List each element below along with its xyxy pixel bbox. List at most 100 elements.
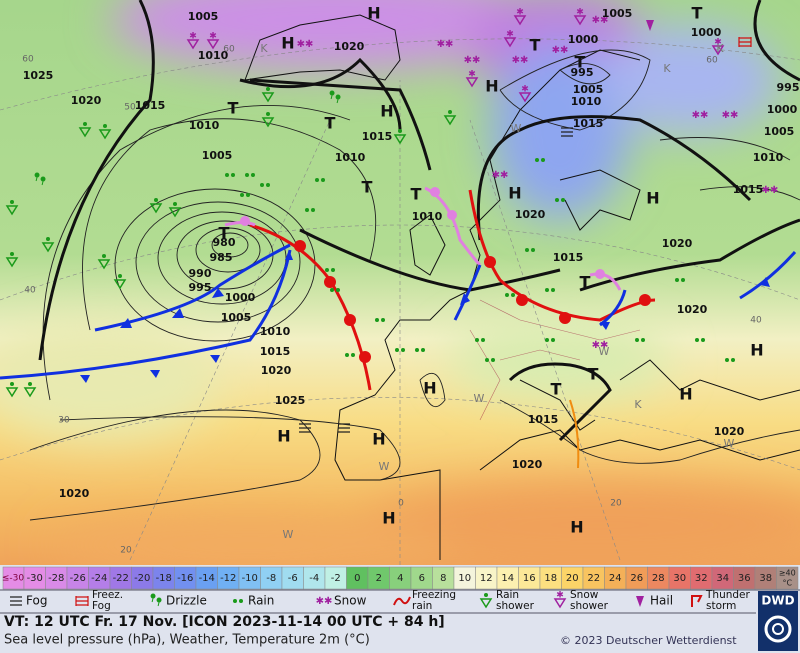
isobar-label: 1015 (528, 413, 559, 426)
rain-shower-icon (97, 259, 111, 270)
pressure-center: H (508, 184, 521, 203)
isobar-label: 1020 (71, 94, 102, 107)
rain-icon (225, 173, 229, 177)
isobar-label: 1020 (261, 364, 292, 377)
scale-label: 22 (587, 573, 600, 584)
rain-icon (401, 348, 405, 352)
isobar-label: 1005 (188, 10, 219, 23)
isobar-label: 1020 (515, 208, 546, 221)
snow-shower-icon (553, 598, 567, 609)
scale-unit: °C (782, 579, 792, 588)
scale-label: 6 (419, 573, 425, 584)
rain-icon (525, 248, 529, 252)
rain-shower-icon (28, 382, 32, 386)
pressure-center: T (530, 36, 541, 55)
rain-icon (551, 288, 555, 292)
rain-icon (311, 208, 315, 212)
isobar-label: 1010 (571, 95, 602, 108)
drizzle-icon (329, 90, 341, 104)
isobar-label: 1025 (23, 69, 54, 82)
rain-icon (535, 158, 539, 162)
legend-panel: VT: 12 UTC Fr. 17 Nov. [ICON 2023-11-14 … (0, 565, 800, 653)
logo-swirl (772, 623, 784, 635)
rain-icon (325, 268, 329, 272)
front-symbols (80, 187, 770, 383)
rain-icon (240, 193, 244, 197)
graticule-label: 0 (398, 499, 404, 509)
air-mass-label: K (260, 42, 268, 55)
isobar-label: 1010 (260, 325, 291, 338)
graticule-label: 50 (124, 103, 136, 113)
rain-shower-icon (479, 598, 493, 609)
snow-shower-icon (186, 39, 200, 50)
isobar-label: 985 (210, 251, 233, 264)
isobar-label: 1020 (334, 40, 365, 53)
rain-icon (635, 338, 639, 342)
graticule-label: 40 (750, 316, 762, 326)
graticule-label: 20 (610, 499, 622, 509)
snow-icon: ✱✱ (592, 340, 609, 351)
scale-label: 36 (738, 573, 751, 584)
isobar-label: 1020 (512, 458, 543, 471)
rain-icon (675, 278, 679, 282)
snow-icon: ✱✱ (762, 185, 779, 196)
isobar-label: 1000 (225, 291, 256, 304)
scale-label: -18 (156, 573, 172, 584)
hail-icon (636, 596, 644, 607)
rain-icon (541, 158, 545, 162)
snow-shower-icon (465, 77, 479, 88)
scale-label: 28 (652, 573, 665, 584)
scale-label: -22 (113, 573, 129, 584)
rain-icon (345, 353, 349, 357)
scale-label: -10 (242, 573, 258, 584)
air-mass-label: K (634, 398, 642, 411)
pressure-center: T (411, 185, 422, 204)
pressure-center: H (485, 77, 498, 96)
symbol-label: shower (496, 600, 535, 612)
rain-icon (511, 293, 515, 297)
weather-symbols: ✱✱ ✱✱✱✱ ✱✱✱✱✱✱✱✱ ✱✱✱✱✱✱✱✱✱ ✱ ✱✱✱✱ ✱✱ (5, 8, 779, 433)
air-mass-label: W (599, 345, 610, 358)
rain-shower-icon (83, 122, 87, 126)
pressure-center: T (228, 99, 239, 118)
rain-icon (330, 288, 334, 292)
isobar-label: 1005 (764, 125, 795, 138)
scale-label: 34 (716, 573, 729, 584)
rain-shower-icon (149, 203, 163, 214)
snow-shower-icon: ✱ (506, 30, 514, 40)
pressure-center: H (570, 518, 583, 537)
symbol-label: Thunder (705, 589, 751, 601)
scale-label: -20 (134, 573, 150, 584)
isobar-label: 1000 (691, 26, 722, 39)
pressure-center: T (580, 273, 591, 292)
symbol-label: Fog (92, 600, 111, 612)
symbol-label: storm (706, 600, 736, 612)
symbol-label: Hail (650, 594, 673, 608)
isobar-label: 1015 (573, 117, 604, 130)
isobar-label: 1000 (568, 33, 599, 46)
isobar-label: 980 (213, 236, 236, 249)
rain-shower-icon (98, 129, 112, 140)
borders (469, 299, 641, 421)
rain-shower-icon (484, 593, 488, 597)
air-mass-label: W (511, 122, 522, 135)
snow-icon: ✱✱ (692, 110, 709, 121)
rain-icon (336, 288, 340, 292)
scale-above-label: ≥40 (779, 569, 796, 578)
snow-icon: ✱✱ (492, 170, 509, 181)
scale-label: -6 (288, 573, 298, 584)
rain-icon (475, 338, 479, 342)
rain-icon (485, 358, 489, 362)
isobar-label: 1005 (602, 7, 633, 20)
symbol-label: rain (412, 600, 432, 612)
temperature-patches (0, 0, 800, 565)
rain-shower-icon (448, 110, 452, 114)
freezing-fog-icon (75, 596, 89, 606)
scale-label: 16 (523, 573, 536, 584)
rain-icon (505, 293, 509, 297)
drizzle-icon (150, 593, 162, 607)
scale-label: -4 (309, 573, 319, 584)
rain-icon (246, 193, 250, 197)
thunder-icon (691, 595, 703, 607)
graticule-label: 30 (58, 416, 70, 426)
